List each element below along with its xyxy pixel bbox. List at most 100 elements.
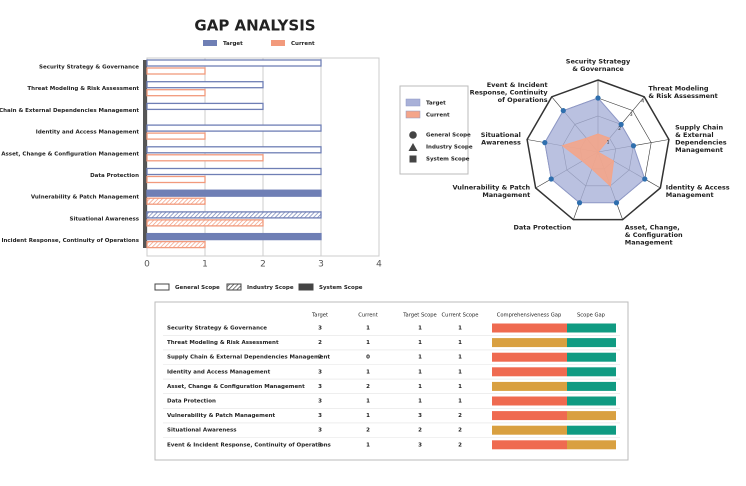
radar-axis-label: Event & Incident [487,81,548,89]
row-label: Supply Chain & External Dependencies Man… [167,355,330,361]
radar-axis-label: Situational [481,131,521,139]
cell: 2 [318,340,322,346]
bar [146,211,322,219]
bar [146,67,206,75]
legend-swatch [203,40,217,46]
radar-marker [576,200,583,206]
bar [146,146,322,154]
column-header: Current Scope [442,313,479,319]
radar-axis-label: Identity & Access [666,184,730,192]
cell: 1 [418,355,422,361]
radar-axis-label: of Operations [498,96,548,104]
axis-strip [143,60,147,248]
bar [146,175,206,184]
radar-axis-label: Dependencies [675,138,727,146]
bar [146,81,264,89]
cell: 2 [318,355,322,361]
scope-swatch [298,283,314,291]
cell: 0 [366,355,370,361]
radar-marker [613,200,620,206]
cell: 2 [458,413,462,419]
radar-marker [595,95,601,101]
cell: 1 [366,399,370,405]
comprehensiveness-gap [492,396,567,406]
y-tick-label: Asset, Change & Configuration Management [1,151,139,157]
bar [146,124,322,132]
column-header: Comprehensiveness Gap [497,313,562,319]
comprehensiveness-gap [492,323,567,333]
bar [146,154,264,162]
radar-marker [630,143,637,149]
cell: 1 [418,340,422,346]
cell: 3 [318,384,322,390]
radar-axis-label: Management [666,191,714,199]
column-header: Current [358,313,377,319]
column-header: Target [311,313,328,319]
comprehensiveness-gap [492,411,567,421]
radar-axis-label: & External [675,131,714,139]
r-tick-label: 3 [630,112,633,118]
radar-axis-label: & Configuration [625,231,683,239]
bar [146,219,264,227]
y-tick-label: Event & Incident Response, Continuity of… [0,238,140,244]
row-label: Vulnerability & Patch Management [167,413,276,419]
comprehensiveness-gap [492,425,567,435]
cell: 1 [366,369,370,375]
cell: 1 [366,340,370,346]
bar [146,59,322,67]
radar-axis-label: Vulnerability & Patch [452,184,530,192]
radar-axis-label: & Risk Assessment [648,92,717,100]
cell: 1 [458,326,462,332]
y-tick-label: Vulnerability & Patch Management [31,195,140,201]
column-header: Target Scope [402,313,437,319]
y-tick-label: Identity and Access Management [36,130,140,136]
cell: 1 [458,369,462,375]
y-tick-label: Threat Modeling & Risk Assessment [27,86,139,92]
legend-label: General Scope [426,133,471,139]
legend-label: Current [291,41,315,47]
x-tick-label: 4 [376,260,382,270]
r-tick-label: 2 [618,126,621,132]
scope-gap [567,396,616,406]
bar [146,197,206,205]
legend-marker [409,131,417,139]
radar-axis-label: & Governance [572,65,624,73]
cell: 3 [318,326,322,332]
cell: 1 [458,399,462,405]
cell: 2 [458,428,462,434]
legend-swatch [271,40,285,46]
cell: 1 [418,326,422,332]
x-tick-label: 2 [260,260,266,270]
scope-legend-label: System Scope [319,285,363,291]
legend-swatch [405,110,421,119]
y-tick-label: Supply Chain & External Dependencies Man… [0,108,139,114]
cell: 3 [318,442,322,448]
scope-gap [567,411,616,421]
radar-marker [542,140,548,146]
r-tick-label: 4 [641,98,644,104]
cell: 3 [318,399,322,405]
bar [146,189,322,197]
radar-axis-label: Threat Modeling [648,85,709,93]
scope-gap [567,425,616,435]
y-tick-label: Data Protection [90,173,139,179]
comprehensiveness-gap [492,367,567,377]
cell: 3 [418,413,422,419]
scope-legend-label: Industry Scope [247,285,294,291]
radar-marker [642,176,648,182]
scope-gap [567,323,616,333]
comprehensiveness-gap [492,352,567,362]
radar-axis-label: Response, Continuity [470,88,549,96]
legend-marker [409,155,417,163]
cell: 2 [458,442,462,448]
cell: 2 [366,384,370,390]
comprehensiveness-gap [492,440,567,450]
cell: 1 [366,413,370,419]
grid-ring [526,79,670,221]
bar [146,232,322,241]
cell: 1 [366,442,370,448]
bar [146,132,206,140]
cell: 3 [318,369,322,375]
comprehensiveness-gap [492,338,567,348]
